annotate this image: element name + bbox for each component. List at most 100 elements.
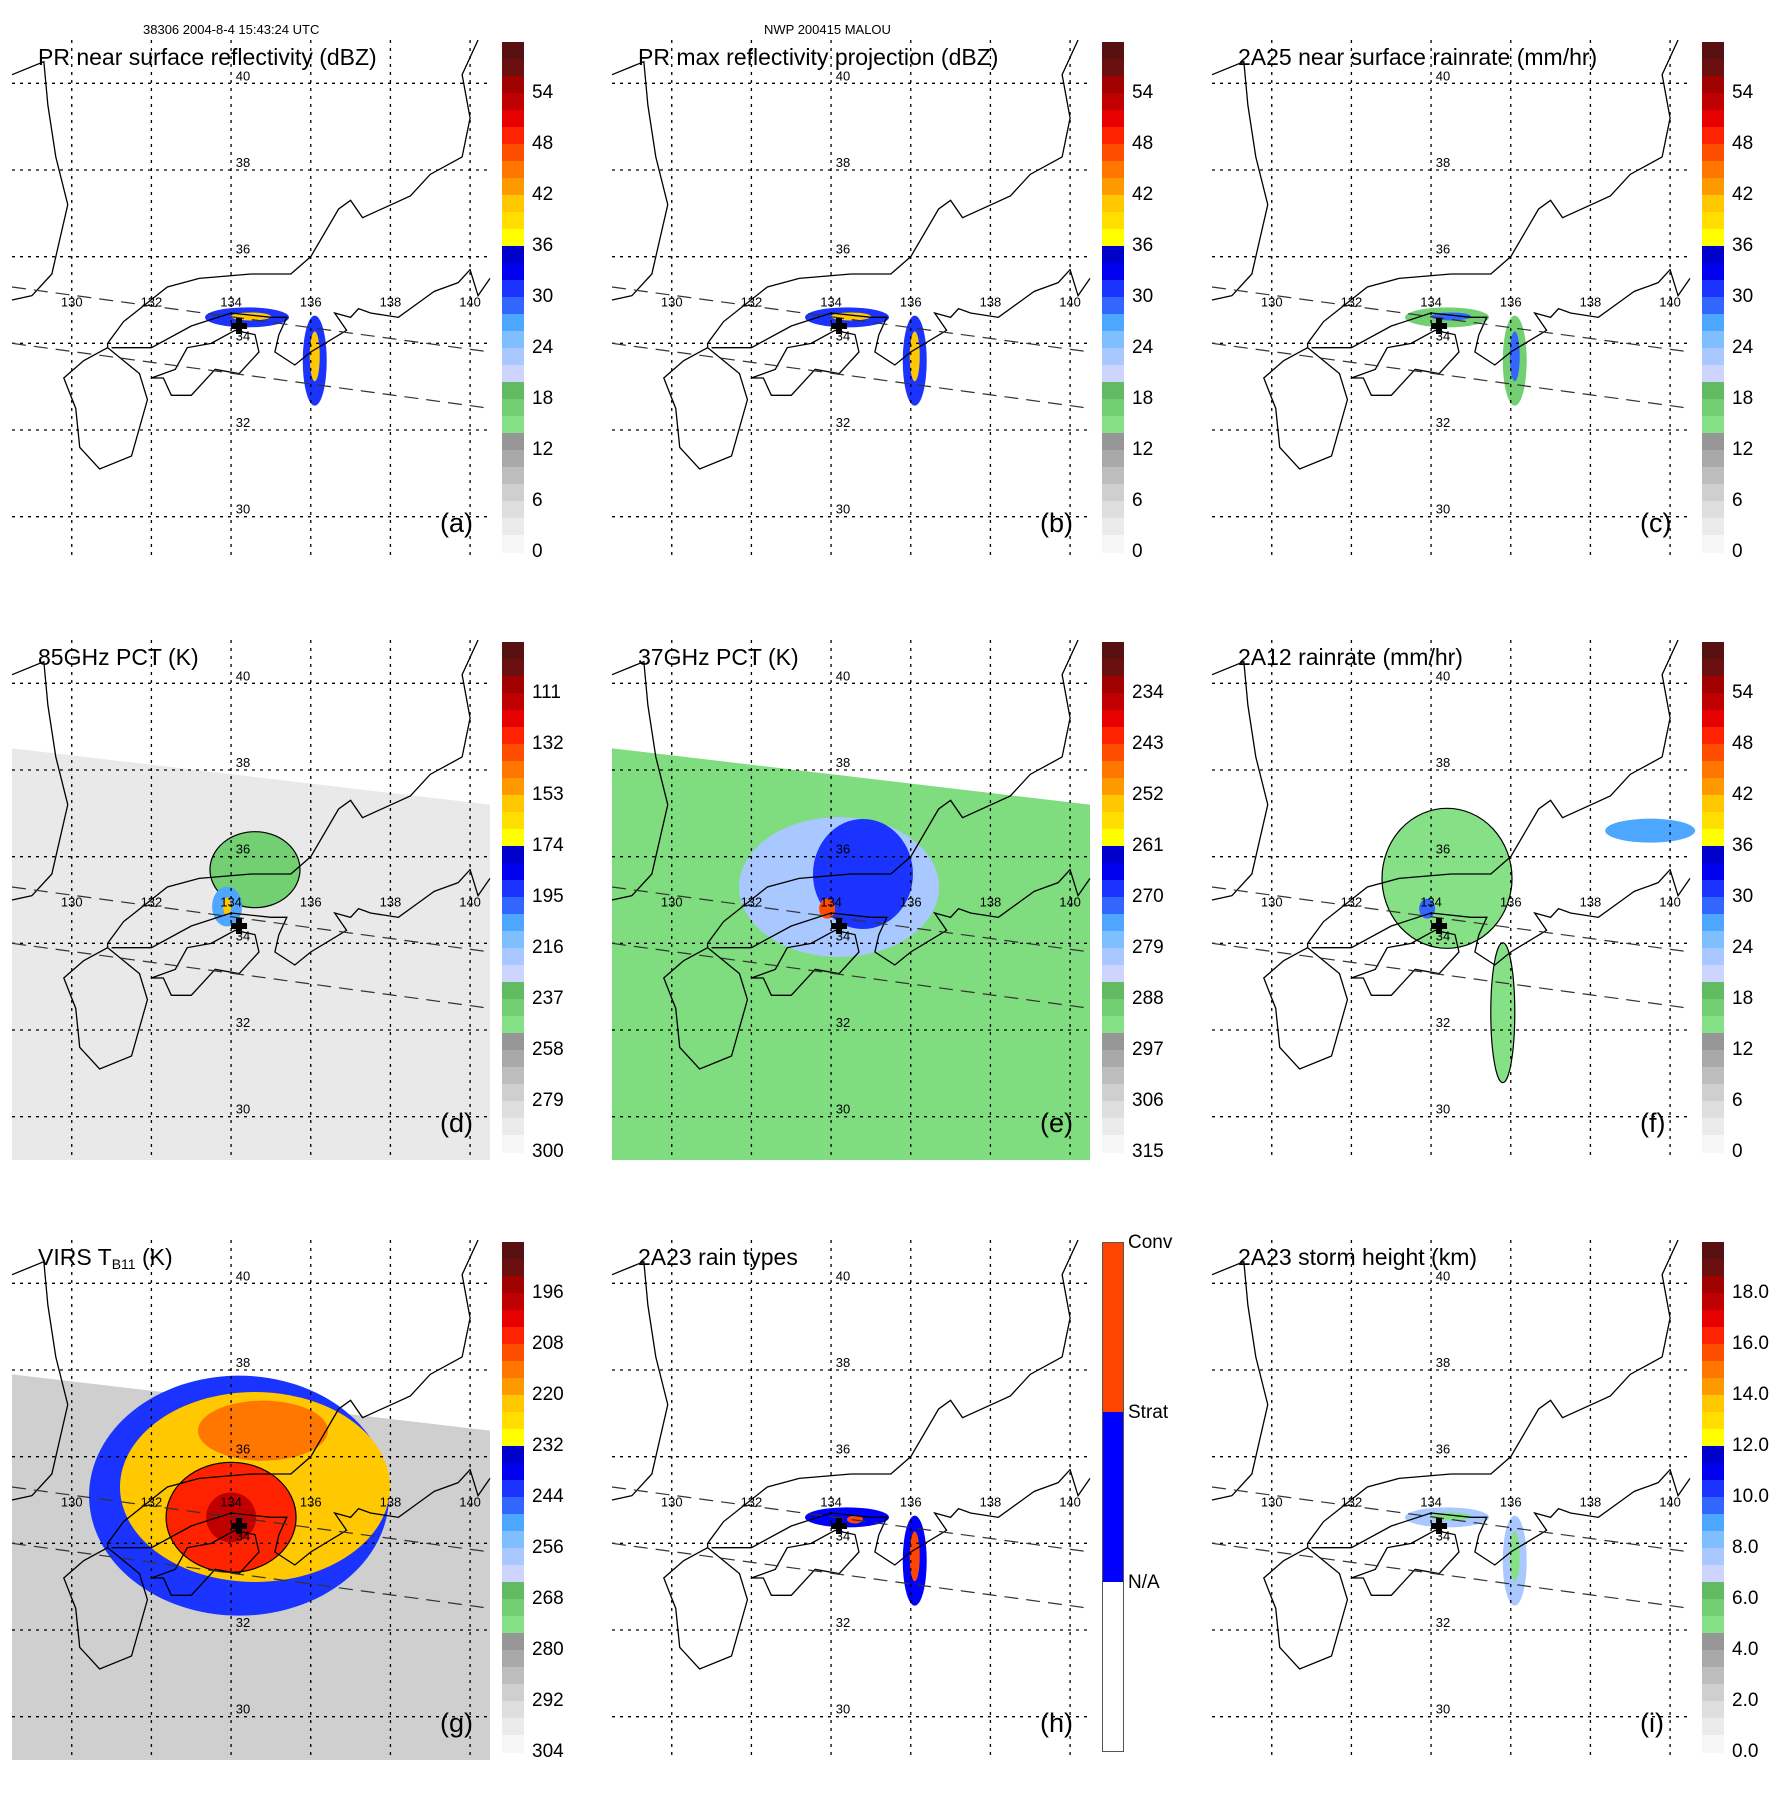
colorbar-segment — [1702, 297, 1724, 315]
colorbar-tick-label: 36 — [1732, 835, 1754, 856]
colorbar-tick-label: 54 — [532, 82, 554, 103]
storm-center-marker — [1431, 1518, 1448, 1534]
panel-title: 2A23 rain types — [638, 1244, 798, 1270]
colorbar-tick-label: 297 — [1132, 1039, 1164, 1060]
coastline-honshuSouth — [111, 1468, 491, 1566]
colorbar-segment — [1102, 280, 1124, 298]
colorbar-tick-label: 2.0 — [1732, 1690, 1759, 1711]
lon-label: 134 — [820, 1495, 842, 1510]
colorbar-tick-label: 48 — [1732, 733, 1754, 754]
colorbar-segment — [1702, 931, 1724, 949]
colorbar-segment — [1702, 812, 1724, 830]
colorbar-tick-label: 36 — [1132, 235, 1154, 256]
colorbar-segment — [502, 778, 524, 796]
coastline-kyushu — [1263, 347, 1349, 470]
colorbar: 234 243 252 261 270 279 288 297 306 315 — [1102, 642, 1164, 1162]
colorbar-tick-label: 36 — [1732, 235, 1754, 256]
lon-label: 130 — [61, 295, 83, 310]
colorbar-segment — [502, 382, 524, 400]
coastline-shikoku — [151, 929, 260, 996]
colorbar-segment — [502, 1101, 524, 1119]
colorbar-tick-label: 288 — [1132, 988, 1164, 1009]
colorbar-tick-label: 0 — [1132, 541, 1143, 562]
coastline-korea — [611, 1260, 669, 1501]
lon-label: 134 — [220, 1495, 242, 1510]
colorbar-segment — [502, 535, 524, 553]
colorbar-segment — [1102, 744, 1124, 762]
coastline-honshuSouth — [1311, 268, 1691, 366]
colorbar-segment — [1102, 778, 1124, 796]
colorbar-segment — [1702, 93, 1724, 111]
lon-label: 130 — [661, 295, 683, 310]
colorbar-tick-label: 48 — [1732, 133, 1754, 154]
colorbar-tick-label: 268 — [532, 1588, 564, 1609]
colorbar-segment — [1702, 1118, 1724, 1136]
colorbar-segment — [502, 1633, 524, 1651]
lon-label: 136 — [900, 1495, 922, 1510]
colorbar-tick-label: 12 — [1732, 1039, 1754, 1060]
colorbar-segment — [1102, 518, 1124, 536]
colorbar-segment — [502, 965, 524, 983]
panel-title: 37GHz PCT (K) — [638, 644, 799, 670]
lon-label: 132 — [141, 895, 163, 910]
colorbar-segment — [1702, 1446, 1724, 1464]
colorbar-segment — [1102, 1135, 1124, 1153]
colorbar-segment — [1102, 812, 1124, 830]
storm-center-marker — [231, 318, 248, 334]
colorbar-tick-label: 174 — [532, 835, 564, 856]
colorbar: Conv Strat N/A — [1102, 1232, 1172, 1752]
colorbar-tick-label: 18 — [1732, 988, 1754, 1009]
colorbar-tick-label: 14.0 — [1732, 1384, 1769, 1405]
colorbar-segment — [1702, 1378, 1724, 1396]
lat-label: 30 — [236, 502, 250, 517]
lon-label: 136 — [1500, 295, 1522, 310]
colorbar-tick-label: 4.0 — [1732, 1639, 1759, 1660]
panel-title: 2A23 storm height (km) — [1238, 1244, 1478, 1270]
colorbar-tick-label: 232 — [532, 1435, 564, 1456]
lat-label: 38 — [236, 755, 250, 770]
colorbar-segment — [502, 1067, 524, 1085]
colorbar-segment — [502, 1599, 524, 1617]
lat-label: 40 — [236, 668, 250, 683]
colorbar-segment — [1702, 1565, 1724, 1583]
swath-edge-north — [1211, 1486, 1691, 1553]
lat-label: 36 — [1436, 1442, 1450, 1457]
colorbar-segment — [1102, 76, 1124, 94]
colorbar: 54 48 42 36 30 24 18 12 6 0 — [1702, 42, 1753, 562]
colorbar-label: Strat — [1128, 1402, 1169, 1423]
colorbar-segment — [1102, 484, 1124, 502]
panel-i: 130 132 134 136 138 140 30 32 34 36 38 40 2A23 storm… — [1200, 1240, 1771, 1820]
colorbar-segment — [1102, 846, 1124, 864]
colorbar-tick-label: 258 — [532, 1039, 564, 1060]
colorbar-segment — [1102, 676, 1124, 694]
colorbar-segment — [1102, 999, 1124, 1017]
colorbar-tick-label: 315 — [1132, 1141, 1164, 1162]
colorbar-segment — [502, 1016, 524, 1034]
coastline-kyushu — [663, 947, 749, 1070]
coastline-honshuSouth — [711, 268, 1091, 366]
lat-label: 32 — [836, 1615, 850, 1630]
lat-label: 40 — [236, 68, 250, 83]
colorbar-segment — [502, 1667, 524, 1685]
colorbar-segment — [502, 246, 524, 264]
colorbar-segment — [502, 365, 524, 383]
colorbar-segment — [1702, 501, 1724, 519]
colorbar-segment — [1102, 1412, 1124, 1582]
colorbar-segment — [1102, 348, 1124, 366]
lat-label: 36 — [1436, 242, 1450, 257]
colorbar-segment — [1102, 144, 1124, 162]
colorbar-tick-label: 304 — [532, 1741, 564, 1762]
colorbar-tick-label: 111 — [532, 682, 561, 703]
coastline-kyushu — [663, 347, 749, 470]
colorbar-segment — [1702, 1718, 1724, 1736]
lon-label: 132 — [1341, 295, 1363, 310]
colorbar-segment — [502, 59, 524, 77]
colorbar-segment — [1702, 863, 1724, 881]
panel-c: 130 132 134 136 138 140 30 32 34 36 38 40 2A25 near … — [1200, 40, 1771, 620]
colorbar-tick-label: 10.0 — [1732, 1486, 1769, 1507]
lon-label: 134 — [1420, 295, 1442, 310]
colorbar-segment — [1102, 450, 1124, 468]
lon-label: 132 — [1341, 895, 1363, 910]
swath-edge-north — [1211, 886, 1691, 953]
